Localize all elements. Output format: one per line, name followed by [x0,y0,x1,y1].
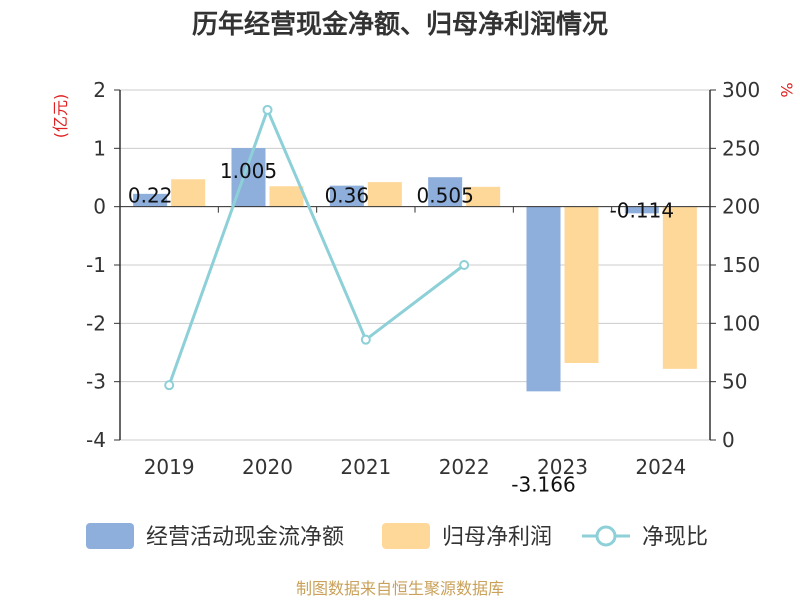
ratio-point [459,260,470,270]
data-label-cashflow: 0.22 [128,184,173,208]
x-tick-label: 2020 [242,455,293,479]
data-label-cashflow: 0.505 [417,184,474,208]
legend: 经营活动现金流净额 归母净利润 净现比 [86,523,708,550]
left-tick-label: 1 [93,136,106,160]
x-tick-label: 2019 [144,455,195,479]
ratio-point [360,334,371,345]
ratio-line [164,104,470,391]
right-tick-label: 0 [722,428,735,452]
axes: -4 -3 -2 -1 0 1 2 0 50 100 150 200 250 300 2019 2020 202… [86,78,760,479]
bar-profit [662,206,697,369]
legend-label-profit: 归母净利润 [442,525,552,550]
right-tick-label: 100 [722,311,760,335]
ratio-line-path [167,105,466,386]
left-tick-label: -3 [86,370,106,394]
data-label-cashflow: -0.114 [610,198,674,222]
left-axis-unit: (亿元) [51,94,70,139]
ratio-point [164,380,175,391]
left-tick-label: -4 [86,428,106,452]
right-axis-unit: % [777,82,796,97]
legend-label-cashflow: 经营活动现金流净额 [146,525,344,550]
legend-label-ratio: 净现比 [642,525,708,550]
x-tick-label: 2021 [340,455,391,479]
bar-cashflow [329,185,364,207]
bar-profit [269,186,304,207]
left-tick-label: 2 [93,78,106,102]
bar-profit [564,206,599,363]
bars [133,148,697,392]
left-tick-label: -1 [86,253,106,277]
legend-marker-ratio [595,525,617,547]
x-tick-label: 2023 [537,455,588,479]
left-tick-label: -2 [86,311,106,335]
data-labels: 0.22 1.005 0.36 0.505 -3.166 -0.114 [128,159,674,496]
right-tick-label: 300 [722,78,760,102]
legend-swatch-cashflow [86,523,134,549]
x-tick-label: 2024 [635,455,686,479]
grid-lines [120,89,710,441]
right-tick-label: 200 [722,195,760,219]
source-note: 制图数据来自恒生聚源数据库 [296,579,504,598]
bar-profit [466,186,501,207]
right-tick-label: 250 [722,136,760,160]
data-label-cashflow: 0.36 [325,184,370,208]
chart-title: 历年经营现金净额、归母净利润情况 [192,9,608,40]
legend-swatch-profit [382,523,430,549]
bar-cashflow [133,193,168,207]
bar-cashflow [526,206,561,392]
ratio-point [262,104,273,115]
right-tick-label: 150 [722,253,760,277]
data-label-cashflow: 1.005 [220,159,277,183]
left-tick-label: 0 [93,195,106,219]
bar-profit [367,182,402,207]
bar-cashflow [624,206,659,214]
right-tick-label: 50 [722,370,747,394]
data-label-cashflow: -3.166 [511,472,575,496]
bar-profit [171,179,206,207]
bar-cashflow [428,177,463,207]
x-tick-label: 2022 [439,455,490,479]
